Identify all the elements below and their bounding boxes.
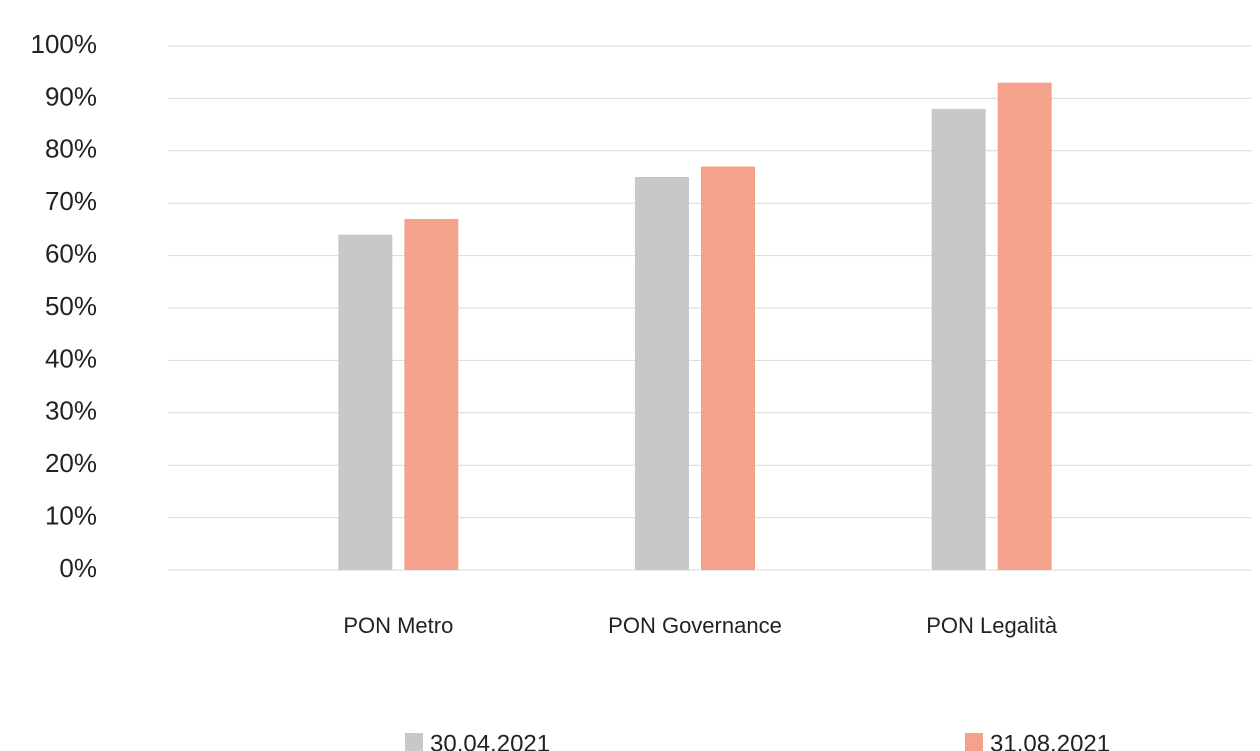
y-tick-label: 60% [45, 238, 97, 268]
bar [635, 177, 689, 570]
legend-label: 30.04.2021 [430, 730, 550, 751]
y-tick-label: 70% [45, 186, 97, 216]
y-tick-label: 30% [45, 396, 97, 426]
y-tick-label: 80% [45, 134, 97, 164]
y-tick-label: 40% [45, 343, 97, 373]
x-tick-label: PON Legalità [926, 613, 1058, 638]
y-tick-label: 50% [45, 291, 97, 321]
bar [997, 82, 1052, 571]
y-tick-label: 10% [45, 500, 97, 530]
x-tick-label: PON Metro [343, 613, 453, 638]
y-tick-label: 0% [59, 553, 97, 583]
x-tick-label: PON Governance [608, 613, 782, 638]
bar [404, 218, 459, 571]
y-tick-label: 90% [45, 81, 97, 111]
bar [701, 166, 755, 570]
legend-label: 31.08.2021 [990, 730, 1110, 751]
legend-swatch [405, 733, 423, 751]
y-tick-label: 20% [45, 448, 97, 478]
y-tick-label: 100% [31, 29, 98, 59]
bar [931, 108, 986, 570]
bar [338, 234, 393, 570]
legend-swatch [965, 733, 983, 751]
